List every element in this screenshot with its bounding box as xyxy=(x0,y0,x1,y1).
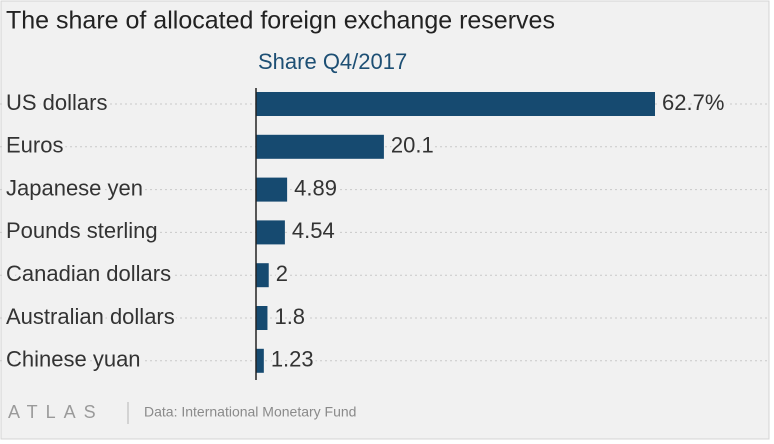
chart-subtitle: Share Q4/2017 xyxy=(258,49,407,74)
bar xyxy=(256,177,288,202)
bar xyxy=(256,92,655,116)
category-label: Japanese yen xyxy=(6,175,143,200)
category-label: US dollars xyxy=(6,90,107,115)
bar xyxy=(256,306,268,330)
value-label: 62.7% xyxy=(662,90,724,115)
logo: ATLAS xyxy=(8,402,104,422)
category-label: Canadian dollars xyxy=(6,261,171,286)
category-label: Chinese yuan xyxy=(6,347,141,372)
value-label: 1.23 xyxy=(271,347,314,372)
source: Data: International Monetary Fund xyxy=(144,404,356,420)
bar xyxy=(256,263,269,288)
category-label: Australian dollars xyxy=(6,304,175,329)
bar xyxy=(256,348,264,373)
bar xyxy=(256,134,384,159)
value-label: 4.54 xyxy=(292,218,335,243)
bar xyxy=(256,220,285,245)
category-label: Euros xyxy=(6,133,63,158)
value-label: 20.1 xyxy=(391,133,434,158)
plot: US dollars 62.7% Euros 20.1 Japanese yen 4.89… xyxy=(0,87,768,375)
value-label: 2 xyxy=(276,261,288,286)
value-label: 4.89 xyxy=(294,175,337,200)
chart-title: The share of allocated foreign exchange … xyxy=(6,7,555,35)
value-label: 1.8 xyxy=(274,304,305,329)
category-label: Pounds sterling xyxy=(6,218,158,243)
